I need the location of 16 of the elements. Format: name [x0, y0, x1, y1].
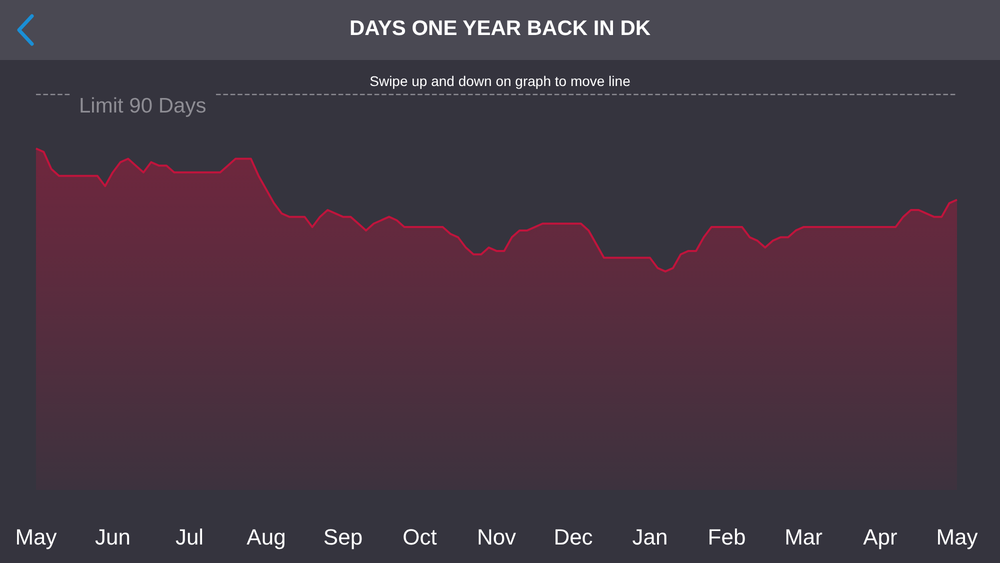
x-tick-label: Jul [175, 524, 204, 550]
ref-line-label: Limit 90 Days [79, 94, 206, 118]
x-tick-label: Feb [708, 524, 746, 550]
x-tick-label: Sep [323, 524, 363, 550]
chart-title: DAYS ONE YEAR BACK IN DK [348, 17, 652, 41]
x-tick-label: Nov [476, 524, 516, 550]
x-tick-label: Oct [402, 524, 437, 550]
x-tick-label: Apr [863, 524, 898, 550]
x-tick-label: May [936, 524, 978, 550]
x-tick-label: Jan [632, 524, 668, 550]
x-tick-label: May [15, 524, 57, 550]
x-tick-label: Dec [554, 524, 593, 550]
x-tick-label: Aug [246, 524, 286, 550]
x-tick-label: Mar [784, 524, 822, 550]
text: Swipe up and down on graph to move line [368, 73, 632, 89]
x-tick-label: Jun [95, 524, 130, 550]
